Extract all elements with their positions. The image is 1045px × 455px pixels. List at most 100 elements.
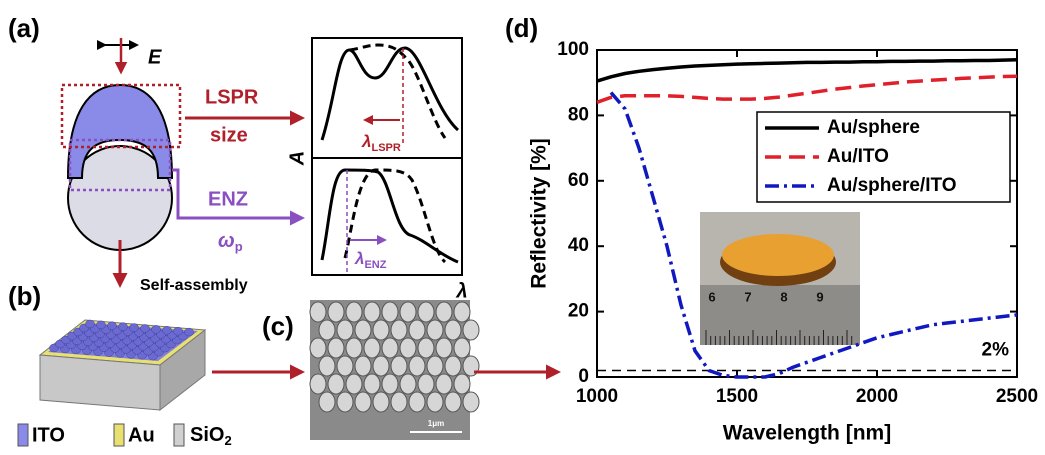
grain xyxy=(409,356,425,376)
grain xyxy=(310,302,326,322)
panel-label: (c) xyxy=(262,311,294,341)
grain xyxy=(346,302,362,322)
legend-swatch xyxy=(18,424,28,446)
grain xyxy=(436,302,452,322)
field-label: E xyxy=(148,46,162,68)
legend-label: ITO xyxy=(32,424,65,446)
sphere xyxy=(86,320,95,328)
grain xyxy=(346,338,362,358)
grain xyxy=(310,338,326,358)
sample xyxy=(722,234,834,276)
grain xyxy=(364,374,380,394)
y-axis-label: Reflectivity [%] xyxy=(528,138,551,289)
spectrum-shifted xyxy=(350,45,445,138)
spectrum-shifted xyxy=(345,170,445,262)
sphere xyxy=(174,327,183,335)
grain xyxy=(319,392,335,412)
scale-label: 1μm xyxy=(428,419,444,428)
grain xyxy=(337,392,353,412)
grain xyxy=(364,302,380,322)
lambda: λ xyxy=(354,249,364,268)
x-tick-label: 1500 xyxy=(716,386,758,407)
panel-label: (d) xyxy=(505,13,538,43)
grain xyxy=(400,374,416,394)
omega: ω xyxy=(218,230,235,252)
legend-label: SiO2 xyxy=(190,424,232,448)
grain xyxy=(355,392,371,412)
series-line xyxy=(597,60,1017,81)
sphere xyxy=(97,321,106,329)
grain xyxy=(418,374,434,394)
grain xyxy=(328,338,344,358)
grain xyxy=(400,338,416,358)
panel-label: (b) xyxy=(8,281,41,311)
grain xyxy=(427,320,443,340)
grain xyxy=(337,356,353,376)
panel-b: (b) Self-assembly ITO Au SiO2 xyxy=(8,277,302,448)
legend-sub: 2 xyxy=(224,433,231,448)
grain xyxy=(391,392,407,412)
lambda-sub: LSPR xyxy=(371,142,400,154)
panel-c: (c) 1μm xyxy=(262,300,558,440)
grain xyxy=(436,338,452,358)
grain xyxy=(445,392,461,412)
substrate-front xyxy=(40,355,160,410)
legend-swatch xyxy=(114,424,124,446)
panel-a: (a) E LSPR size ENZ ωp λLSPR λENZ A λ xyxy=(8,13,468,302)
grain xyxy=(310,374,326,394)
grain xyxy=(427,392,443,412)
grain xyxy=(319,320,335,340)
legend-label: Au/ITO xyxy=(827,146,889,167)
omega-sub: p xyxy=(235,239,243,254)
grain xyxy=(373,320,389,340)
grain xyxy=(445,356,461,376)
grain xyxy=(391,320,407,340)
lambda-lspr: λLSPR xyxy=(361,132,401,153)
sphere xyxy=(108,322,117,330)
grain xyxy=(328,374,344,394)
grain xyxy=(391,356,407,376)
grain xyxy=(436,374,452,394)
lambda-enz: λENZ xyxy=(354,249,387,270)
grain xyxy=(355,320,371,340)
grain xyxy=(418,338,434,358)
lambda: λ xyxy=(361,132,371,151)
absorbance-label: A xyxy=(286,151,308,166)
grain xyxy=(373,392,389,412)
x-axis-label: Wavelength [nm] xyxy=(723,422,891,445)
lambda-sub: ENZ xyxy=(364,259,386,271)
sphere xyxy=(152,325,161,333)
lspr-label: LSPR xyxy=(205,86,259,108)
grain xyxy=(463,320,479,340)
grain xyxy=(364,338,380,358)
grain xyxy=(337,320,353,340)
grain xyxy=(418,302,434,322)
grain xyxy=(454,374,470,394)
ruler-label: 8 xyxy=(780,289,787,304)
ruler-label: 9 xyxy=(816,289,823,304)
grain xyxy=(346,374,362,394)
size-label: size xyxy=(210,124,248,146)
grain xyxy=(400,302,416,322)
figure: (a) E LSPR size ENZ ωp λLSPR λENZ A λ (b… xyxy=(0,0,1045,450)
enz-label: ENZ xyxy=(208,188,248,210)
grain xyxy=(373,356,389,376)
y-tick-label: 60 xyxy=(568,170,589,191)
sphere xyxy=(141,325,150,333)
inset-photo: 6 7 8 9 xyxy=(700,212,860,345)
grain xyxy=(454,302,470,322)
legend-text: SiO xyxy=(190,424,224,446)
wavelength-symbol: λ xyxy=(455,280,467,302)
y-tick-label: 80 xyxy=(568,104,589,125)
grain xyxy=(427,356,443,376)
grain xyxy=(382,302,398,322)
ruler-label: 7 xyxy=(744,289,751,304)
x-tick-label: 2500 xyxy=(996,386,1038,407)
omega-label: ωp xyxy=(218,230,243,254)
legend-label: Au/sphere/ITO xyxy=(827,175,957,196)
grain xyxy=(355,356,371,376)
grain xyxy=(328,302,344,322)
grain xyxy=(382,374,398,394)
series-line xyxy=(597,76,1017,102)
ruler-label: 6 xyxy=(708,289,715,304)
